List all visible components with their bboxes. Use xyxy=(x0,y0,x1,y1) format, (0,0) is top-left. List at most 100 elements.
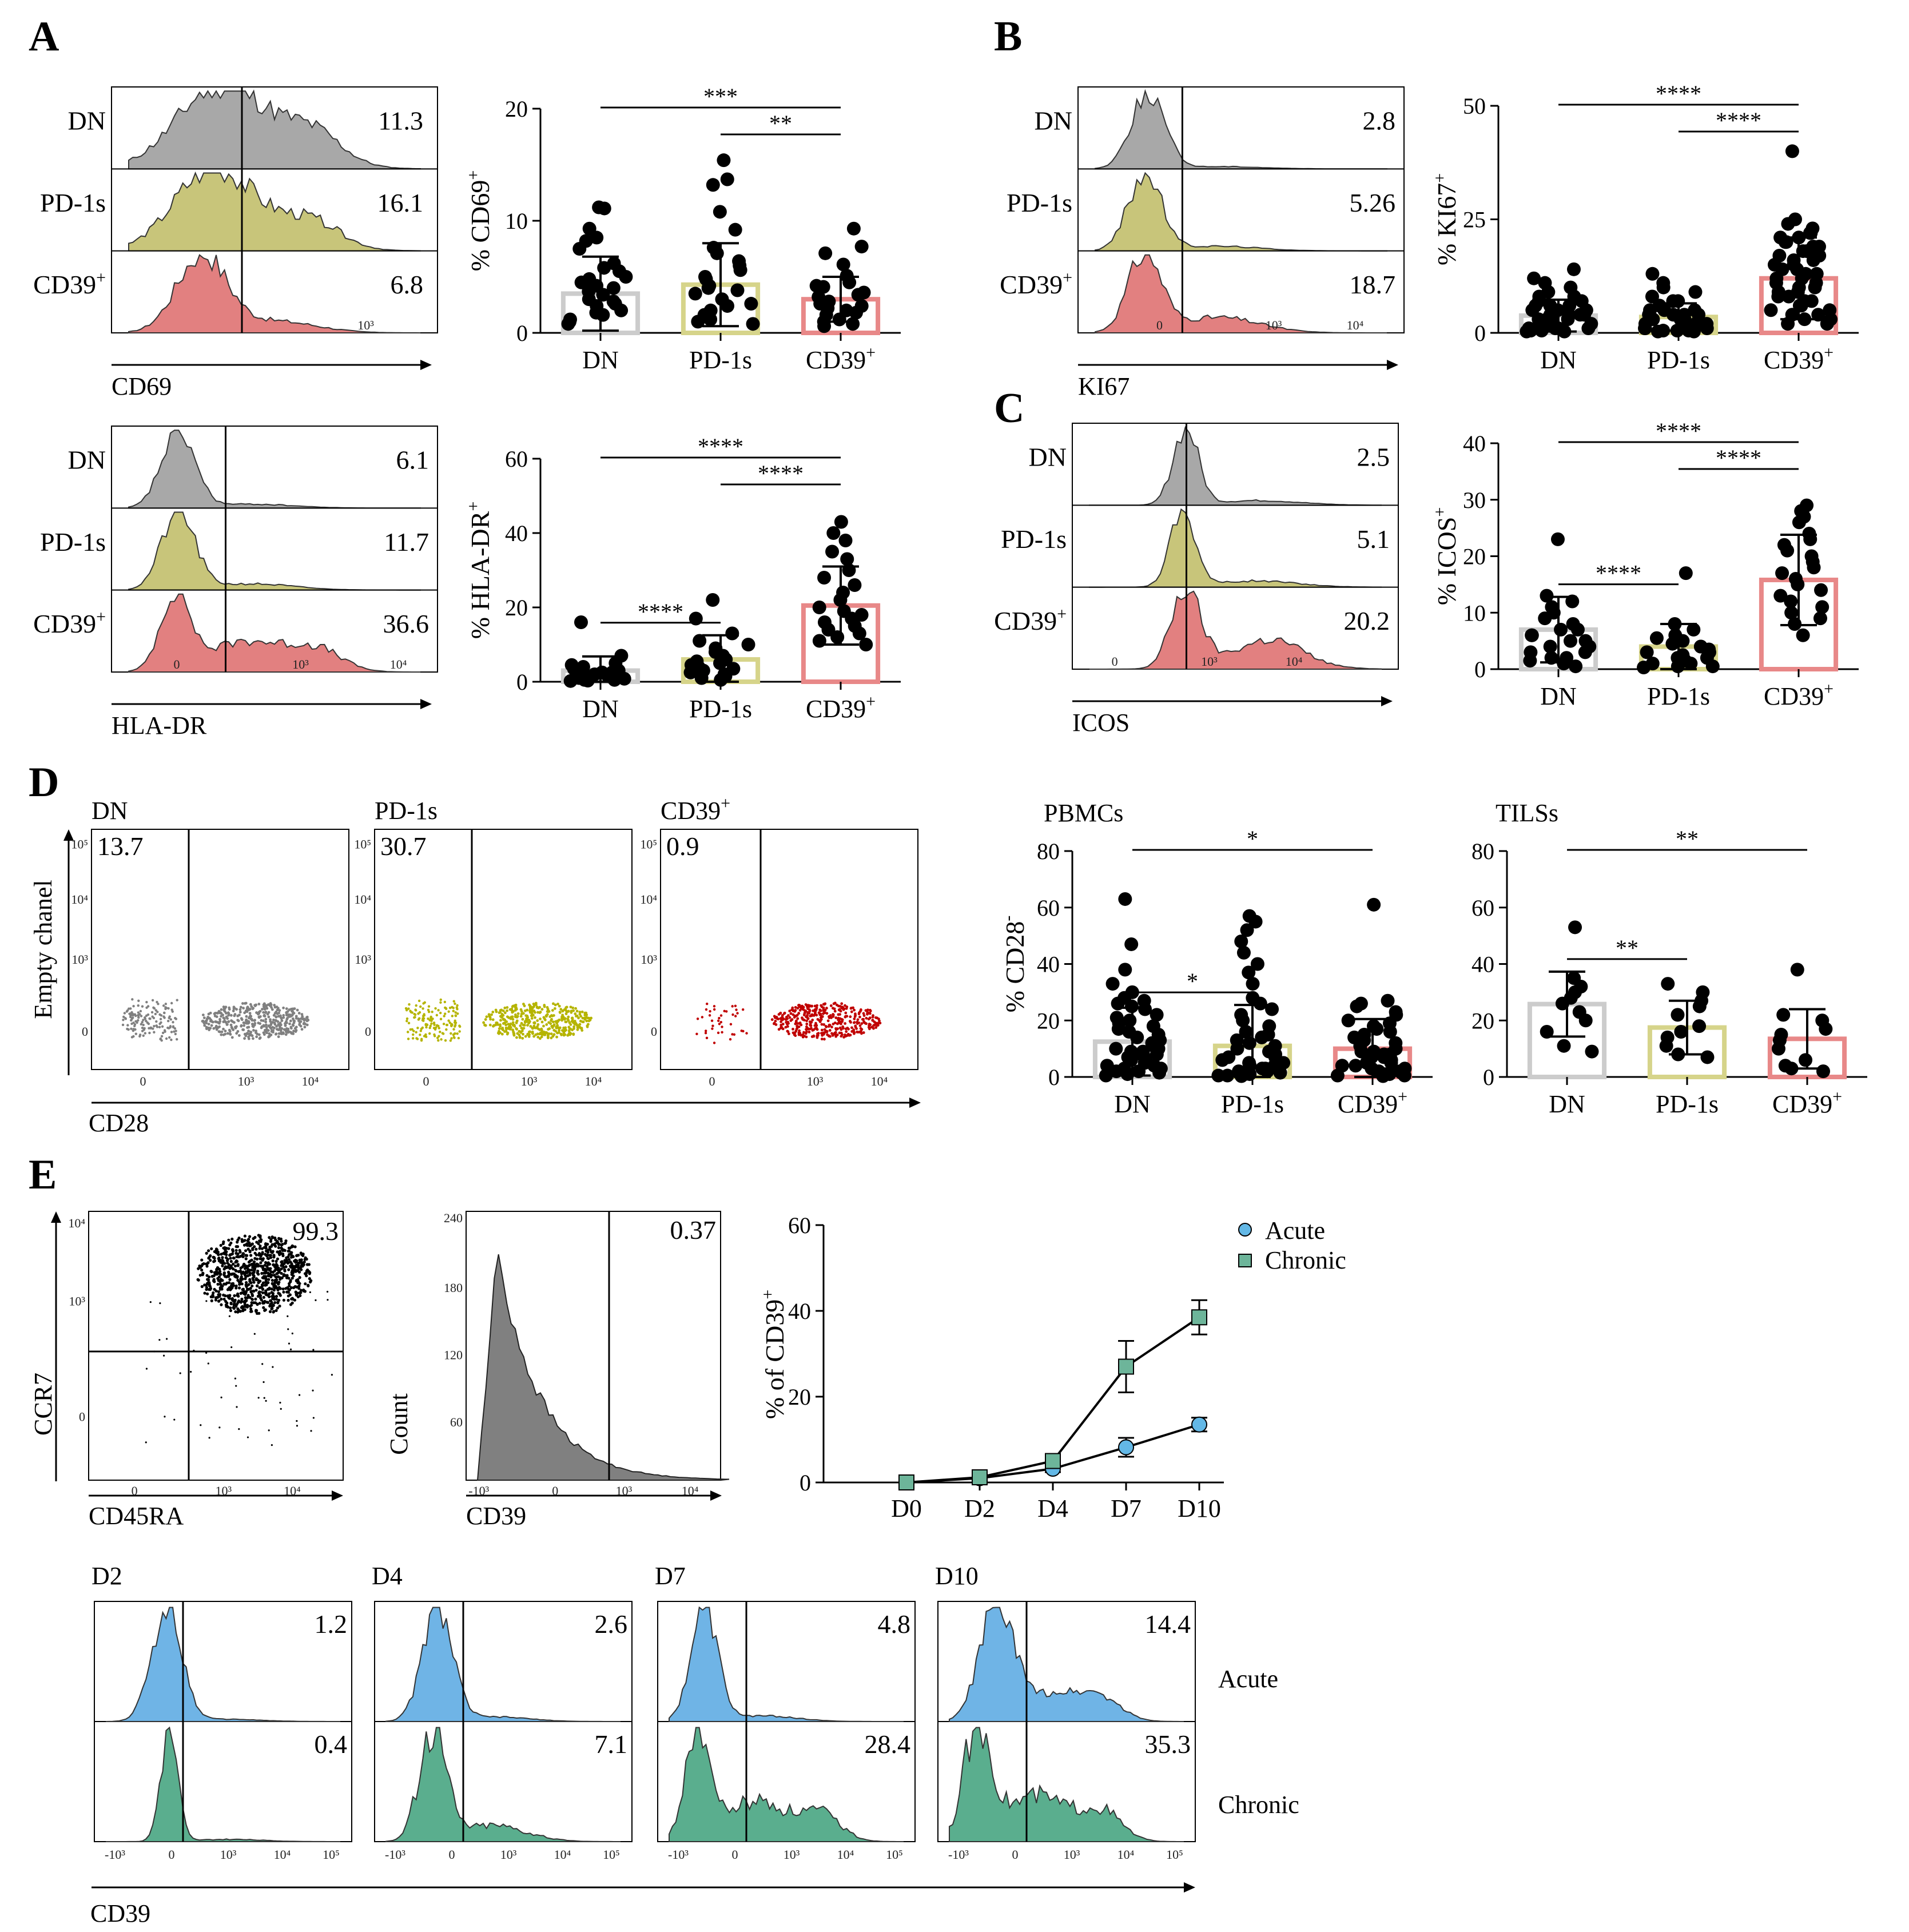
event-dot xyxy=(777,1017,780,1021)
dot-plot-percent: 30.7 xyxy=(380,832,427,861)
event-dot xyxy=(852,1006,855,1009)
histogram-row-label: DN xyxy=(68,446,106,475)
histogram-row-label-sup: + xyxy=(1063,268,1072,287)
event-dot xyxy=(850,1026,853,1029)
event-dot xyxy=(276,1306,280,1310)
event-dot xyxy=(174,1032,177,1036)
histogram-curve xyxy=(128,254,421,333)
event-dot xyxy=(265,1026,268,1029)
event-dot xyxy=(261,1008,264,1011)
event-dot xyxy=(227,1020,230,1023)
event-dot xyxy=(266,1287,270,1291)
event-dot xyxy=(278,1305,281,1308)
histogram-percent: 2.8 xyxy=(1363,106,1396,136)
event-dot xyxy=(263,1013,266,1017)
event-dot xyxy=(499,1011,502,1014)
event-dot xyxy=(264,1261,268,1265)
event-dot xyxy=(277,1237,281,1240)
data-point xyxy=(1645,267,1660,281)
event-dot xyxy=(207,1023,210,1026)
event-dot xyxy=(240,1282,244,1286)
event-dot xyxy=(579,1015,582,1018)
event-dot xyxy=(229,1259,233,1263)
data-point xyxy=(852,626,866,641)
data-point xyxy=(1367,897,1381,912)
event-dot xyxy=(142,1034,145,1037)
data-point xyxy=(691,315,705,329)
histogram-percent: 1.2 xyxy=(315,1609,348,1639)
event-dot xyxy=(137,1004,140,1007)
event-dot xyxy=(245,1305,249,1309)
event-dot xyxy=(264,1242,268,1246)
event-dot xyxy=(411,1011,413,1014)
histogram-x-tick: 10⁵ xyxy=(886,1847,903,1862)
event-dot xyxy=(798,1021,802,1025)
histogram-y-tick: 60 xyxy=(450,1415,463,1429)
event-dot xyxy=(711,1027,714,1030)
event-dot xyxy=(287,1027,290,1031)
event-dot xyxy=(840,1002,844,1005)
dot-plot-x-tick: 10⁴ xyxy=(585,1074,602,1088)
event-dot xyxy=(423,1001,426,1004)
data-point xyxy=(1785,144,1799,158)
event-dot xyxy=(158,1025,161,1029)
event-dot xyxy=(804,1003,808,1006)
event-dot xyxy=(528,1004,532,1008)
event-dot xyxy=(217,1030,221,1033)
event-dot xyxy=(803,1035,806,1037)
event-dot xyxy=(547,1032,551,1035)
event-dot xyxy=(490,1013,493,1016)
event-dot xyxy=(778,1012,782,1015)
event-dot xyxy=(581,1020,584,1023)
event-dot xyxy=(229,1033,232,1036)
event-dot xyxy=(705,1036,709,1040)
event-dot xyxy=(856,1018,860,1021)
event-dot xyxy=(176,1037,178,1041)
event-dot xyxy=(853,1032,856,1035)
event-dot xyxy=(564,1028,567,1032)
event-dot xyxy=(277,1023,280,1026)
event-dot xyxy=(170,1038,173,1041)
event-dot xyxy=(797,1025,801,1028)
histogram-curve xyxy=(128,430,421,509)
event-dot xyxy=(269,1254,272,1257)
y-axis-label-sup: + xyxy=(1430,507,1449,517)
histogram-x-tick: 10⁴ xyxy=(274,1847,291,1862)
row-label-chronic: Chronic xyxy=(1218,1791,1299,1819)
event-dot xyxy=(225,1012,228,1015)
data-point xyxy=(606,281,621,295)
histogram-x-tick: 0 xyxy=(169,1847,175,1862)
histogram-row-label-main: DN xyxy=(68,106,106,136)
category-label: CD39+ xyxy=(1764,343,1834,374)
event-dot xyxy=(258,1235,262,1239)
event-dot xyxy=(284,1287,288,1290)
event-dot xyxy=(531,1032,534,1035)
event-dot xyxy=(269,1239,273,1243)
event-dot xyxy=(559,1032,563,1036)
histogram-row-label: DN xyxy=(68,106,106,136)
event-dot xyxy=(437,1039,440,1042)
data-point xyxy=(1705,659,1720,674)
event-dot xyxy=(234,1377,237,1380)
event-dot xyxy=(862,1017,865,1021)
event-dot xyxy=(808,1020,812,1023)
event-dot xyxy=(257,1397,260,1399)
event-dot xyxy=(239,1005,242,1009)
data-point xyxy=(1773,589,1788,603)
dot-plot-y-tick: 0 xyxy=(651,1024,657,1039)
event-dot xyxy=(137,1019,140,1022)
event-dot xyxy=(794,1005,797,1009)
event-dot xyxy=(862,1014,866,1017)
data-point xyxy=(1527,271,1541,285)
event-dot xyxy=(141,1026,144,1029)
event-dot xyxy=(510,1008,513,1012)
event-dot xyxy=(145,1441,147,1444)
event-dot xyxy=(836,1027,839,1031)
event-dot xyxy=(524,1035,527,1038)
category-label-main: CD39 xyxy=(1338,1090,1398,1118)
event-dot xyxy=(544,1031,547,1034)
event-dot xyxy=(808,1008,811,1011)
event-dot xyxy=(167,1007,170,1010)
